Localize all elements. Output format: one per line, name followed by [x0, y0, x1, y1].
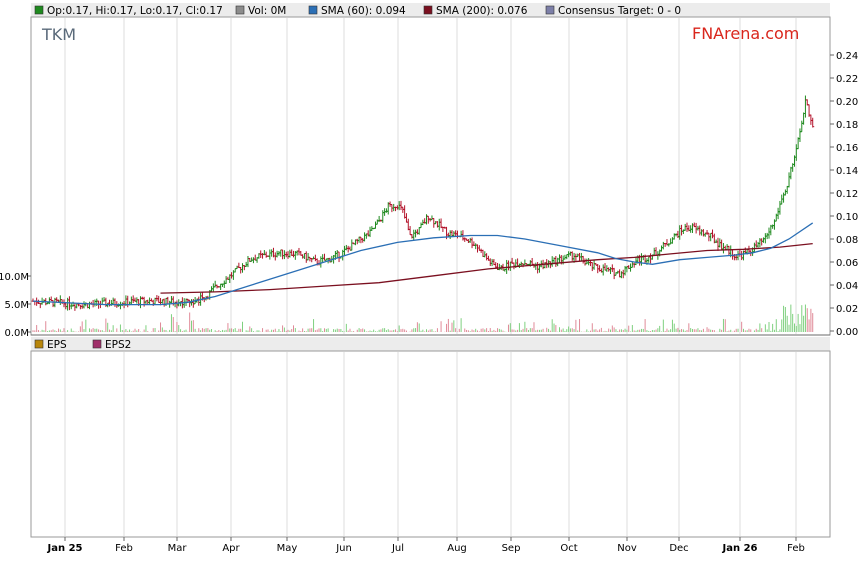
volume-tick-label: 10.0M [0, 272, 29, 283]
month-label: Jan 26 [722, 543, 758, 554]
legend-label: EPS2 [105, 339, 131, 351]
legend-top: Op:0.17, Hi:0.17, Lo:0.17, Cl:0.17 Vol: 0… [34, 5, 681, 17]
legend-swatch [92, 339, 102, 349]
month-label: Feb [787, 543, 805, 554]
price-axis: 0.24 0.22 0.20 0.18 0.16 0.14 0.12 0.10 0.08 0.06… [830, 51, 858, 338]
price-tick-label: 0.00 [836, 327, 858, 338]
month-label: Feb [115, 543, 133, 554]
price-tick-label: 0.24 [836, 51, 858, 62]
price-panel [30, 16, 831, 336]
month-grid [64, 18, 797, 334]
month-axis: Jan 25 Feb Mar Apr May Jun Jul Aug Sep Oct Nov Dec J… [47, 537, 805, 554]
legend-label: SMA (60): 0.094 [321, 5, 406, 17]
volume-tick-label: 0.0M [4, 328, 29, 339]
legend-bottom: EPS EPS2 [34, 339, 131, 351]
legend-swatch [235, 5, 245, 15]
month-label: Mar [168, 543, 188, 554]
month-label: Nov [617, 543, 637, 554]
price-tick-label: 0.04 [836, 281, 858, 292]
brand-logo: FNArena.com [692, 24, 799, 43]
volume-tick-label: 5.0M [4, 300, 29, 311]
legend-swatch [34, 339, 44, 349]
sma200-line [160, 242, 813, 294]
legend-bar-bottom [31, 337, 830, 351]
price-tick-label: 0.12 [836, 189, 858, 200]
month-label: Sep [502, 543, 521, 554]
legend-label: Vol: 0M [248, 5, 286, 17]
month-label: Jun [335, 543, 352, 554]
month-label: Jan 25 [47, 543, 83, 554]
legend-swatch [34, 5, 44, 15]
legend-label: Op:0.17, Hi:0.17, Lo:0.17, Cl:0.17 [47, 5, 223, 17]
ticker-label: TKM [41, 25, 76, 44]
ohlc-bars [31, 95, 815, 311]
legend-label: Consensus Target: 0 - 0 [558, 5, 681, 17]
price-tick-label: 0.06 [836, 258, 858, 269]
price-tick-label: 0.20 [836, 97, 858, 108]
price-tick-label: 0.10 [836, 212, 858, 223]
price-tick-label: 0.16 [836, 143, 858, 154]
volume-axis: 10.0M 5.0M 0.0M [0, 272, 31, 339]
legend-label: EPS [47, 339, 67, 351]
price-tick-label: 0.18 [836, 120, 858, 131]
month-label: May [277, 543, 298, 554]
month-label: Oct [560, 543, 577, 554]
price-tick-label: 0.02 [836, 304, 858, 315]
month-label: Apr [222, 543, 240, 554]
volume-bars [32, 304, 814, 332]
legend-swatch [545, 5, 555, 15]
month-label: Aug [447, 543, 467, 554]
eps-grid [64, 352, 797, 536]
month-label: Jul [391, 543, 404, 554]
price-tick-label: 0.22 [836, 74, 858, 85]
month-label: Dec [669, 543, 688, 554]
legend-swatch [308, 5, 318, 15]
price-tick-label: 0.08 [836, 235, 858, 246]
legend-swatch [423, 5, 433, 15]
legend-label: SMA (200): 0.076 [436, 5, 528, 17]
price-tick-label: 0.14 [836, 166, 858, 177]
sma60-line [32, 222, 814, 306]
eps-panel [30, 350, 831, 538]
